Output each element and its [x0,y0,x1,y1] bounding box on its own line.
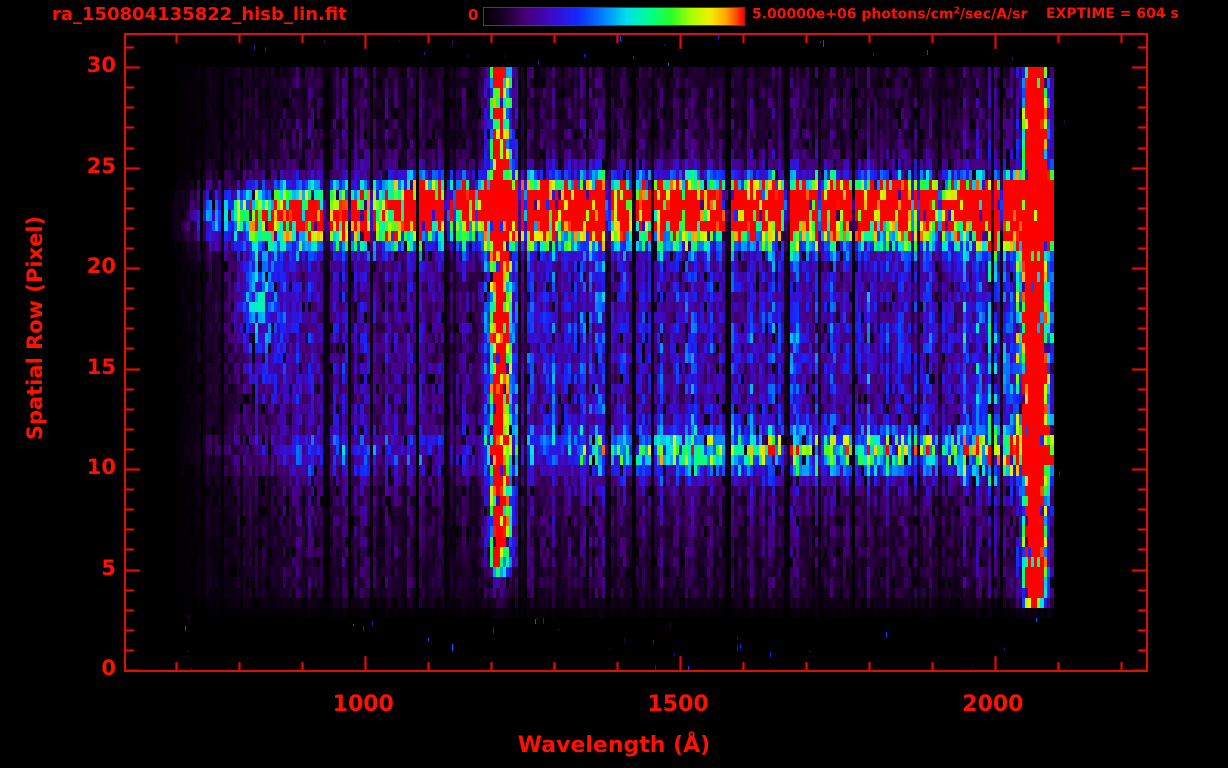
colorbar-max-units: /sec/A/sr [959,6,1028,23]
y-tick-label: 25 [86,153,116,178]
y-tick-label: 15 [86,354,116,379]
y-tick-label: 20 [86,254,116,279]
y-tick-label: 30 [86,53,116,78]
colorbar-gradient [484,8,744,25]
y-tick-label: 10 [86,455,116,480]
x-tick-label: 1000 [332,692,394,717]
colorbar-max-value: 5.00000e+06 photons/cm [752,6,954,23]
y-tick-label: 5 [101,555,116,580]
colorbar-min-label: 0 [468,6,479,24]
plot-area [124,33,1148,672]
y-tick-label: 0 [101,656,116,680]
x-axis-tick-labels: 1000 1500 2000 [124,692,1148,726]
colorbar-max-label: 5.00000e+06 photons/cm2/sec/A/sr [752,6,1027,23]
figure-title: ra_150804135822_hisb_lin.fit [52,4,347,25]
x-tick-label: 2000 [962,692,1024,717]
colorbar [483,7,745,26]
y-axis-title: Spatial Row (Pixel) [23,215,47,441]
x-tick-label: 1500 [647,692,709,717]
colorbar-max-exponent: 2 [953,6,960,16]
exposure-time-label: EXPTIME = 604 s [1046,6,1179,22]
spectrogram-image [126,35,1146,670]
y-axis-tick-labels: 0 5 10 15 20 25 30 [70,33,116,680]
x-axis-title: Wavelength (Å) [517,733,711,758]
